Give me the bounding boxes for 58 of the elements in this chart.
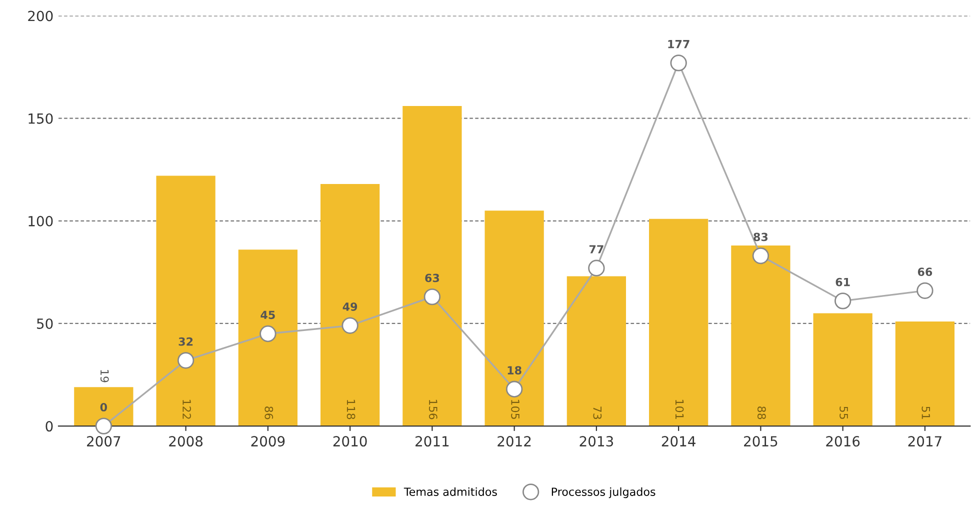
point (342, 317, 358, 334)
x-tick-label: 2017 (908, 436, 942, 447)
data-label: 55 (840, 406, 848, 419)
data-label: 83 (754, 232, 768, 242)
bar (649, 218, 708, 426)
data-label: 63 (425, 274, 440, 282)
point (506, 380, 523, 398)
bar (156, 176, 216, 426)
legend-label: Processos julgados (552, 487, 656, 498)
data-label: 0 (100, 403, 108, 412)
data-label: 18 (508, 366, 522, 374)
y-tick-label: 150 (28, 113, 53, 124)
data-label: 73 (593, 406, 602, 420)
data-label: 156 (428, 400, 438, 420)
data-label: 177 (668, 40, 690, 48)
x-tick-label: 2011 (416, 436, 449, 447)
data-label: 61 (836, 278, 850, 286)
data-label: 45 (260, 310, 275, 320)
data-label: 32 (178, 337, 193, 346)
bar (320, 184, 380, 426)
bar (74, 387, 134, 426)
x-tick-label: 2012 (498, 436, 531, 447)
y-tick-label: 50 (37, 318, 53, 329)
data-label: 105 (511, 400, 520, 419)
x-tick-label: 2009 (251, 436, 285, 447)
x-tick-label: 2014 (662, 436, 696, 447)
y-tick-label: 100 (28, 216, 53, 226)
data-label: 49 (342, 302, 358, 311)
bar (895, 321, 955, 426)
y-tick-label: 0 (46, 421, 53, 432)
data-label: 122 (182, 400, 191, 419)
x-tick-label: 2013 (580, 436, 613, 447)
legend-label: Temas admitidos (404, 487, 497, 496)
x-tick-label: 2016 (826, 436, 860, 447)
data-label: 77 (589, 245, 604, 254)
bar (238, 250, 298, 426)
point (177, 352, 194, 369)
y-tick-label: 200 (28, 10, 53, 22)
data-label: 88 (757, 406, 766, 420)
bar (813, 313, 872, 426)
data-label: 101 (675, 400, 684, 419)
bar (731, 246, 790, 426)
x-tick-label: 2015 (744, 436, 778, 447)
bar (566, 276, 626, 426)
bar (484, 210, 544, 426)
x-tick-label: 2007 (87, 436, 120, 447)
point (424, 288, 441, 306)
data-label: 118 (346, 400, 356, 420)
x-tick-label: 2008 (169, 436, 203, 447)
data-label: 19 (100, 370, 109, 382)
data-label: 86 (264, 406, 274, 420)
bar (402, 106, 462, 426)
point (260, 325, 276, 342)
data-label: 66 (918, 268, 932, 276)
point (752, 247, 770, 264)
point (95, 418, 112, 434)
data-label: 51 (922, 406, 930, 419)
x-tick-label: 2010 (333, 436, 367, 447)
